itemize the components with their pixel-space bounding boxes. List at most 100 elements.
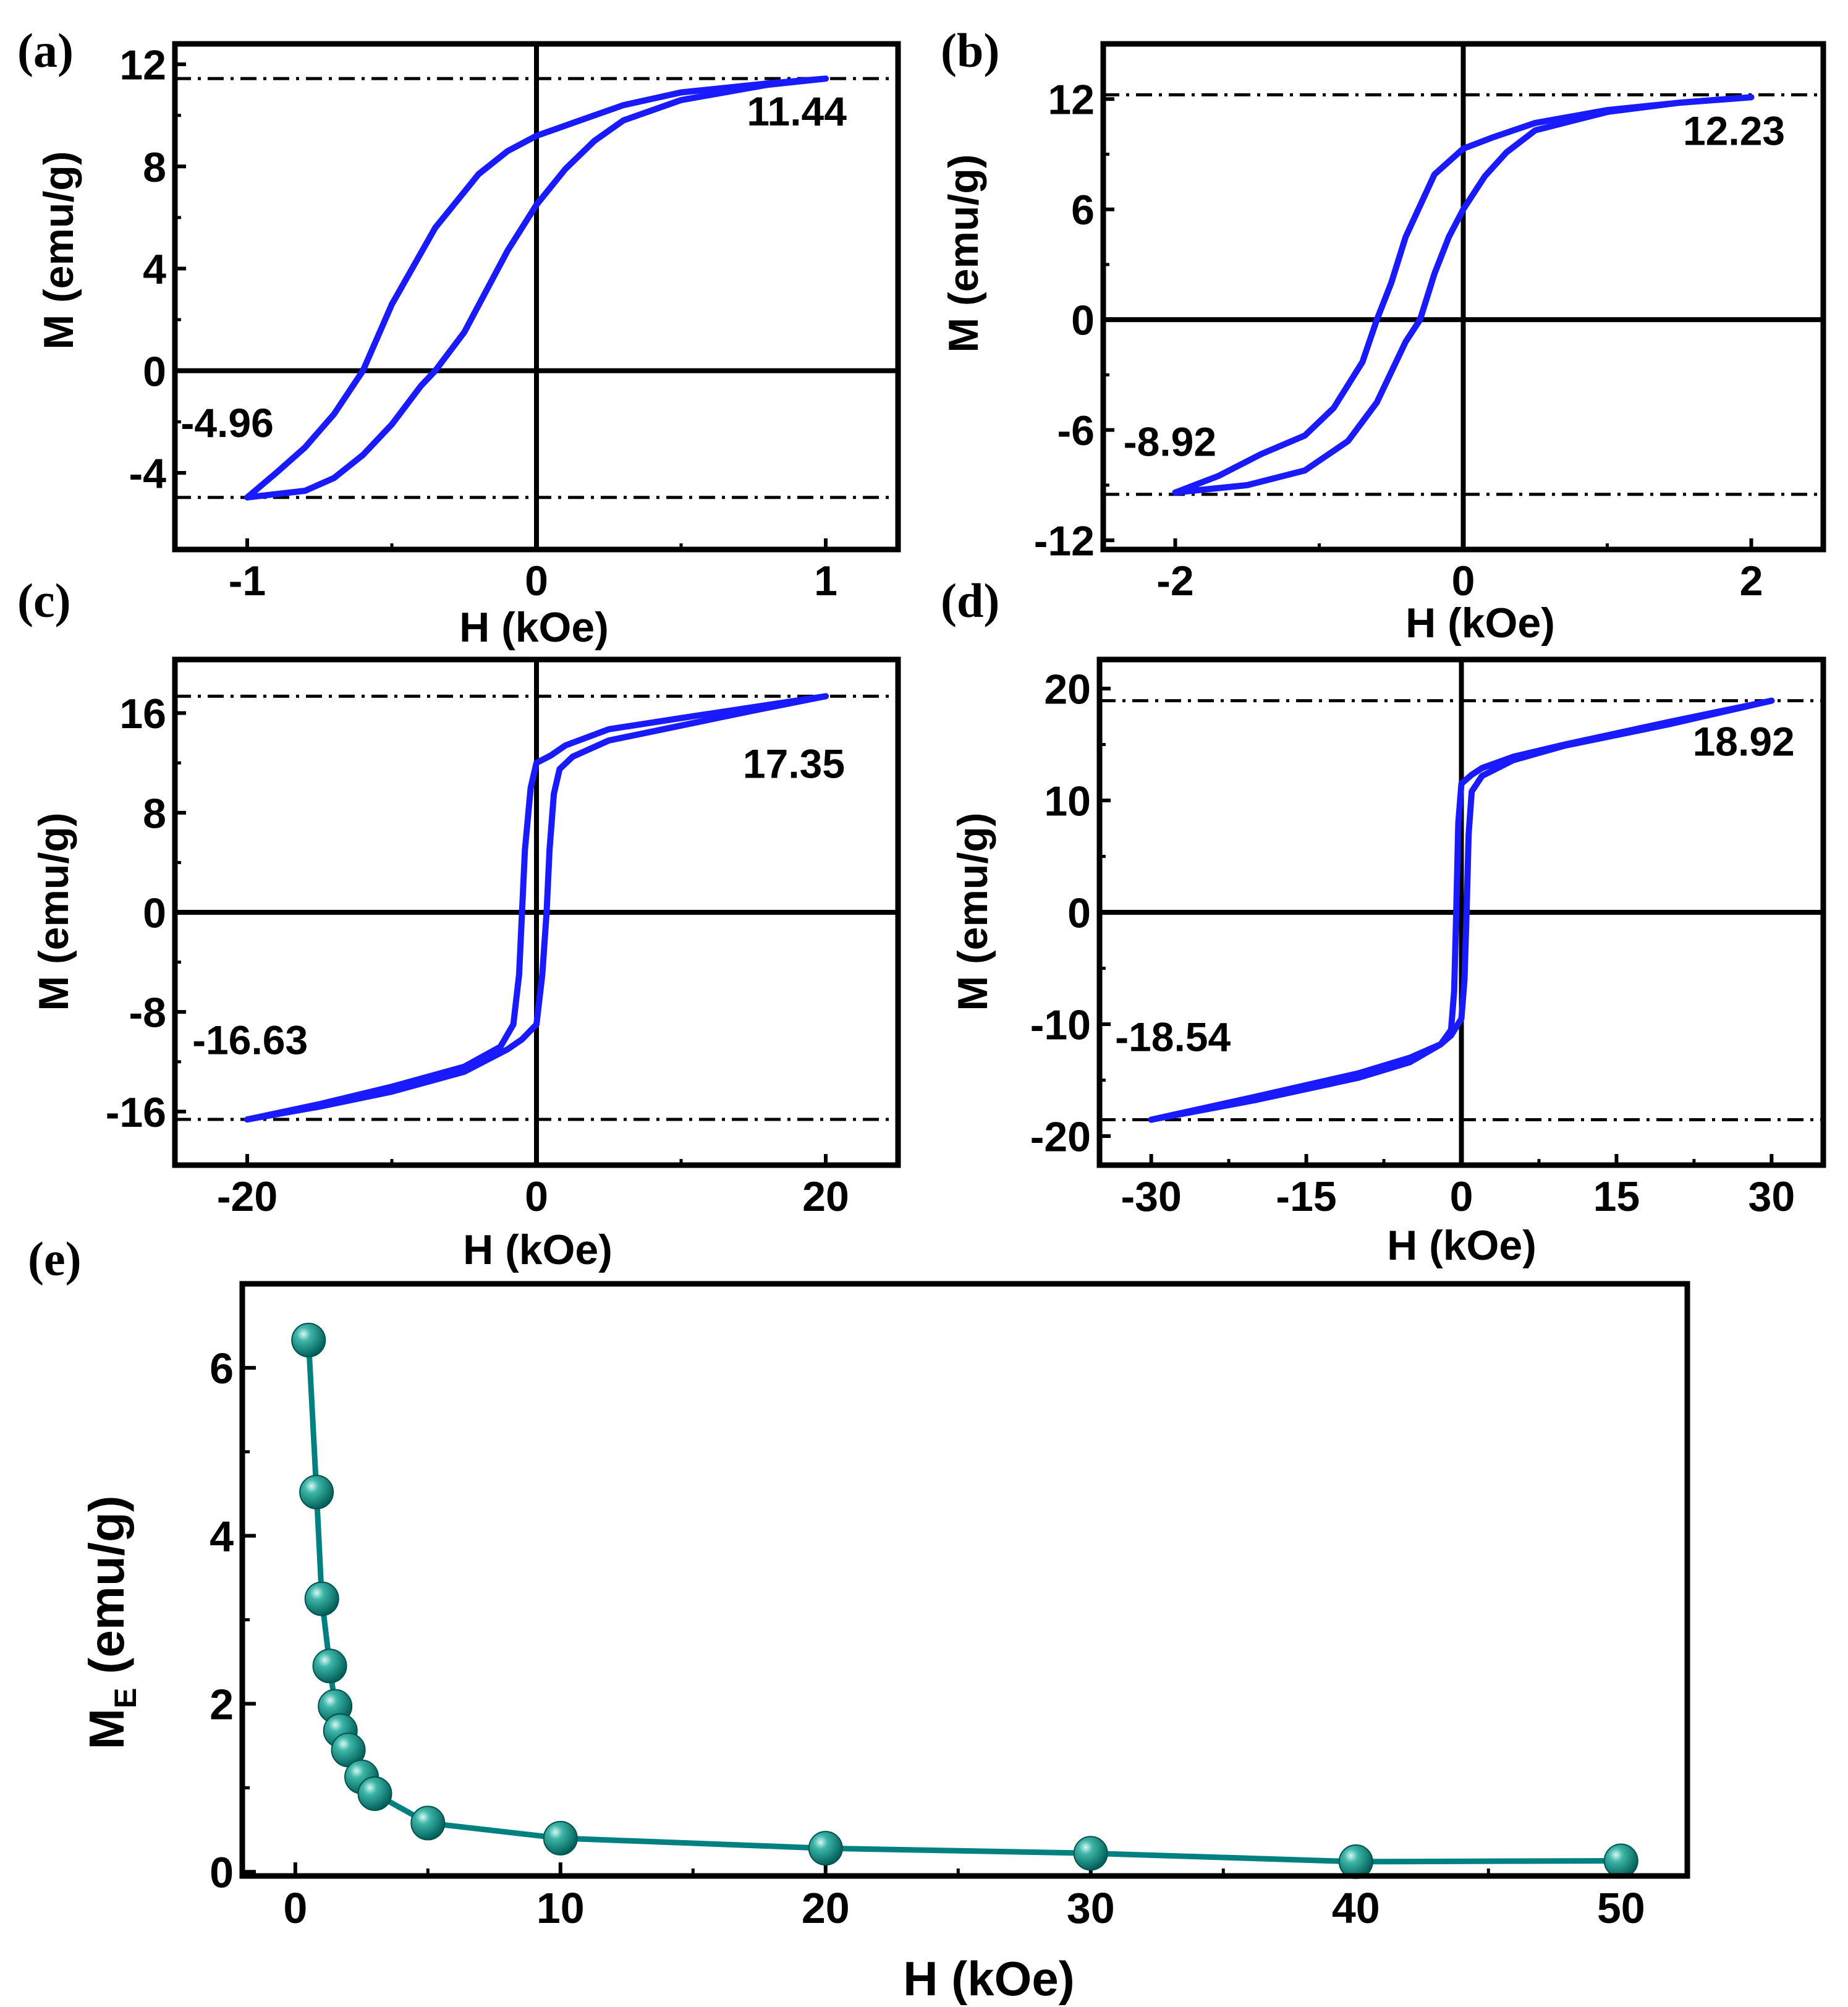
panel-d-ytick-label: -10 [1030,1001,1091,1048]
panel-e-data-point [1073,1836,1108,1871]
panel-d-ylabel: M (emu/g) [949,812,996,1011]
panel-b-xtick-label: 0 [1452,558,1475,605]
panel-b-ytick-label: 0 [1071,297,1095,344]
panel-e: (e) H (kOe) ME (emu/g) 0 10 20 30 40 50 0 2 4 6 [28,1232,1690,2006]
panel-c-ylabel: M (emu/g) [30,812,77,1011]
panel-a-label: (a) [17,23,74,77]
panel-c-xtick-label: 20 [802,1173,849,1220]
panel-e-data-point [299,1474,334,1509]
panel-d-xtick-label: -30 [1121,1173,1182,1220]
panel-b-ytick-label: 6 [1071,187,1095,234]
panel-e-data-point [312,1648,347,1684]
panel-a-ytick-label: 0 [143,348,166,395]
panel-d-ytick-label: 20 [1044,666,1091,713]
panel-b-ytick-label: -12 [1034,518,1095,565]
panel-d: (d) H (kOe) M (emu/g) -30 -15 0 15 30 -20 -10 0… [941,574,1826,1269]
panel-c-ytick-label: 8 [143,790,166,837]
panel-d-ytick-label: 0 [1067,889,1091,936]
panel-a-plot: -1 0 1 -4 0 4 8 12 11.44 -4.96 [119,42,898,605]
panel-c-ytick-label: 0 [143,889,166,936]
panel-a-annotation-1: -4.96 [180,400,273,446]
panel-e-xtick-label: 30 [1067,1884,1115,1932]
panel-d-annotation-0: 18.92 [1693,719,1795,765]
panel-b-series-line-1 [1172,94,1755,496]
panel-e-data-point [291,1323,326,1358]
panel-e-ytick-label: 2 [210,1681,234,1729]
panel-d-xtick-label: 0 [1450,1173,1473,1220]
panel-b-ytick-label: 12 [1048,77,1095,124]
panel-a-xlabel: H (kOe) [459,604,609,651]
panel-d-ytick-label: 10 [1044,778,1091,825]
panel-e-xtick-label: 50 [1597,1884,1645,1932]
panel-c-annotation-1: -16.63 [192,1017,308,1063]
panel-e-data-point [410,1805,446,1841]
panel-a-ytick-label: -4 [129,451,167,498]
panel-b-plot: -2 0 2 -12 -6 0 6 12 12.23 -8.92 [1034,44,1823,605]
panel-e-ytick-label: 0 [210,1848,234,1896]
panel-c-plot: -20 0 20 -16 -8 0 8 16 17.35 -16.63 [106,660,898,1220]
panel-a-series-line-1 [244,75,829,501]
panel-e-data-point [304,1581,339,1616]
panel-b-frame [1100,41,1826,553]
panel-a-xtick-label: -1 [229,558,266,605]
panel-e-ylabel: ME (emu/g) [79,1495,143,1749]
panel-a-xtick-label: 0 [525,558,548,605]
panel-c-label: (c) [17,574,71,627]
panel-e-ylabel-sub: E [108,1688,143,1708]
panel-a-series-line-0 [244,75,829,501]
panel-e-xtick-label: 10 [536,1884,585,1932]
panel-c-ytick-label: 16 [119,690,166,737]
panel-e-xlabel: H (kOe) [903,1951,1074,2006]
panel-a-xtick-label: 1 [814,558,837,605]
panel-a-ytick-label: 12 [119,42,166,89]
panel-c-ytick-label: -8 [129,990,166,1037]
panel-e-ylabel-main: M [79,1708,134,1750]
panel-d-ytick-label: -20 [1030,1113,1091,1160]
panel-d-xtick-label: -15 [1276,1173,1336,1220]
panel-b-label: (b) [941,23,999,77]
panel-d-xtick-label: 30 [1748,1173,1795,1220]
panel-c-xtick-label: -20 [217,1173,278,1220]
panel-b-annotation-1: -8.92 [1124,418,1216,464]
panel-c-series-line-1 [244,693,829,1123]
panel-e-plot: 0 10 20 30 40 50 0 2 4 6 [210,1323,1645,1932]
panel-c-series-line-0 [244,693,829,1123]
panel-a: (a) H (kOe) M (emu/g) -1 0 1 -4 0 4 8 12 11.44 -4… [17,23,901,651]
panel-b-ytick-label: -6 [1058,407,1095,454]
panel-c-ytick-label: -16 [106,1089,166,1136]
panel-d-plot: -30 -15 0 15 30 -20 -10 0 10 20 18.92 -18.54 [1030,660,1823,1220]
panel-c-frame [172,656,901,1168]
panel-e-data-point [543,1820,578,1856]
panel-e-frame [239,1281,1690,1879]
panel-d-annotation-1: -18.54 [1115,1014,1231,1059]
panel-d-xlabel: H (kOe) [1387,1222,1536,1269]
panel-c-xtick-label: 0 [525,1173,548,1220]
panel-b-annotation-0: 12.23 [1683,108,1785,154]
panel-a-annotation-0: 11.44 [747,88,847,134]
panel-e-xtick-label: 40 [1332,1884,1380,1932]
panel-e-xtick-label: 20 [802,1884,850,1932]
panel-b-ylabel: M (emu/g) [940,154,987,352]
panel-e-data-point [1603,1843,1638,1878]
panel-d-label: (d) [941,574,999,627]
panel-c-xlabel: H (kOe) [463,1226,612,1273]
panel-b-xtick-label: -2 [1156,558,1193,605]
panel-e-series-line-0 [305,1337,1624,1865]
panel-c-annotation-0: 17.35 [743,740,845,786]
panel-e-ytick-label: 4 [210,1513,234,1561]
panel-b-xtick-label: 2 [1740,558,1763,605]
panel-a-frame [172,41,901,553]
panel-e-label: (e) [28,1232,82,1286]
panel-d-series-line-1 [1148,697,1775,1123]
panel-a-ytick-label: 8 [143,144,166,191]
panel-d-xtick-label: 15 [1593,1173,1640,1220]
panel-e-ytick-label: 6 [210,1344,234,1393]
panel-e-xtick-label: 0 [283,1884,307,1932]
panel-b: (b) H (kOe) M (emu/g) -2 0 2 -12 -6 0 6 12 12.23… [940,23,1826,647]
panel-e-data-point [357,1776,392,1811]
panel-c: (c) H (kOe) M (emu/g) -20 0 20 -16 -8 0 8 16 17.… [17,574,901,1273]
panel-b-xlabel: H (kOe) [1405,600,1555,647]
panel-a-ylabel: M (emu/g) [35,151,82,349]
panel-a-ytick-label: 4 [143,246,166,293]
